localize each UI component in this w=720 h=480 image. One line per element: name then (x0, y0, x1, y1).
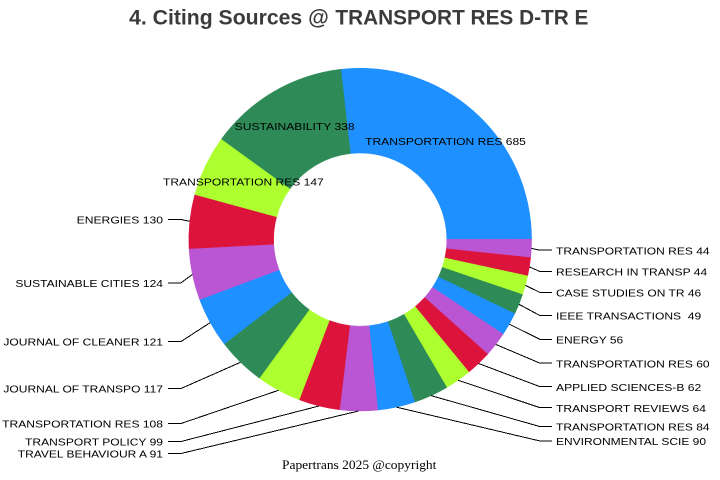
svg-text:TRANSPORT RES D-TR E: TRANSPORT RES D-TR E (335, 7, 588, 30)
svg-text:JOURNAL OF CLEANER 121: JOURNAL OF CLEANER 121 (3, 338, 163, 349)
svg-text:TRANSPORTATION RES 685: TRANSPORTATION RES 685 (365, 137, 526, 148)
svg-text:TRANSPORT POLICY 99: TRANSPORT POLICY 99 (25, 438, 164, 449)
svg-text:SUSTAINABILITY 338: SUSTAINABILITY 338 (235, 122, 356, 133)
svg-text:ENERGY 56: ENERGY 56 (556, 336, 624, 347)
svg-text:Papertrans 2025 @copyright: Papertrans 2025 @copyright (282, 457, 437, 472)
svg-text:TRANSPORT REVIEWS 64: TRANSPORT REVIEWS 64 (556, 404, 707, 415)
svg-text:TRANSPORTATION RES 60: TRANSPORTATION RES 60 (556, 359, 710, 370)
svg-text:ENVIRONMENTAL SCIE 90: ENVIRONMENTAL SCIE 90 (556, 437, 707, 448)
svg-text:JOURNAL OF TRANSPO 117: JOURNAL OF TRANSPO 117 (3, 385, 163, 396)
svg-text:IEEE TRANSACTIONS 49: IEEE TRANSACTIONS 49 (556, 312, 702, 323)
svg-text:4. Citing Sources @: 4. Citing Sources @ (129, 7, 329, 30)
svg-text:CASE STUDIES ON TR 46: CASE STUDIES ON TR 46 (556, 289, 702, 300)
svg-text:SUSTAINABLE CITIES 124: SUSTAINABLE CITIES 124 (15, 279, 163, 290)
svg-text:TRAVEL BEHAVIOUR A 91: TRAVEL BEHAVIOUR A 91 (18, 450, 164, 461)
svg-text:ENERGIES 130: ENERGIES 130 (77, 216, 164, 227)
svg-text:APPLIED SCIENCES-B 62: APPLIED SCIENCES-B 62 (556, 383, 702, 394)
svg-text:RESEARCH IN TRANSP 44: RESEARCH IN TRANSP 44 (556, 268, 708, 279)
svg-text:TRANSPORTATION RES 147: TRANSPORTATION RES 147 (163, 178, 324, 189)
svg-text:TRANSPORTATION RES 44: TRANSPORTATION RES 44 (556, 246, 710, 257)
svg-text:TRANSPORTATION RES 84: TRANSPORTATION RES 84 (556, 423, 710, 434)
svg-text:TRANSPORTATION RES 108: TRANSPORTATION RES 108 (2, 420, 163, 431)
